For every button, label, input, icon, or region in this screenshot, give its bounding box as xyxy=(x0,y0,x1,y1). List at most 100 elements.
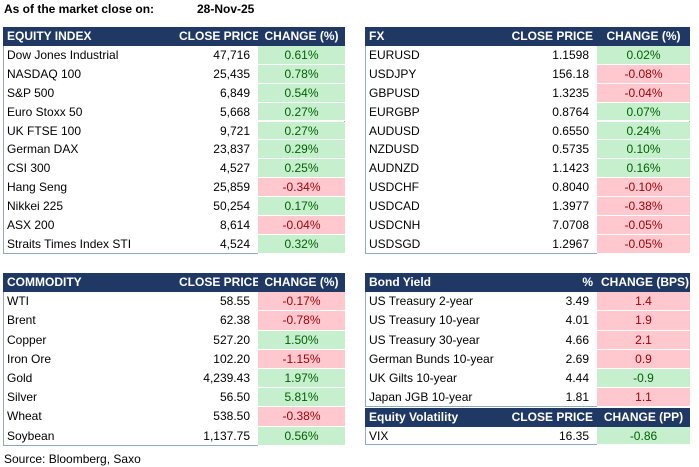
change-cell: -0.38% xyxy=(258,407,345,427)
column-header: CHANGE (PP) xyxy=(597,408,690,427)
change-cell: -0.9 xyxy=(597,369,690,389)
value-cell: 16.35 xyxy=(558,428,589,443)
value-cell: 62.38 xyxy=(219,313,250,328)
change-cell: -0.05% xyxy=(597,234,690,254)
value-cell: 0.8764 xyxy=(552,104,589,119)
row-label: UK FTSE 100 xyxy=(7,123,82,138)
header-label: As of the market close on: xyxy=(4,2,155,16)
column-header: CHANGE (%) xyxy=(597,27,690,46)
row-label: AUDUSD xyxy=(369,123,420,138)
row-label: US Treasury 30-year xyxy=(369,332,480,347)
row-label: Soybean xyxy=(7,428,55,443)
source: Source: Bloomberg, Saxo xyxy=(4,452,141,466)
column-header: Equity Volatility xyxy=(365,408,495,427)
change-cell: 1.97% xyxy=(258,369,345,389)
row-label: EURUSD xyxy=(369,47,420,62)
row-label: Straits Times Index STI xyxy=(7,236,132,251)
value-cell: 25,859 xyxy=(213,180,250,195)
change-cell: -0.86 xyxy=(597,426,690,445)
row-label: USDJPY xyxy=(369,66,417,81)
value-cell: 1,137.75 xyxy=(203,428,250,443)
value-cell: 4.44 xyxy=(565,371,589,385)
row-label: German Bunds 10-year xyxy=(369,351,494,366)
value-cell: 4,527 xyxy=(219,161,250,176)
row-label: USDCNH xyxy=(369,218,421,232)
change-cell: 0.9 xyxy=(597,349,690,369)
change-cell: 1.50% xyxy=(258,330,345,350)
row-label: Japan JGB 10-year xyxy=(369,390,473,405)
value-cell: 102.20 xyxy=(213,351,250,366)
value-cell: 4.66 xyxy=(565,332,589,347)
value-cell: 8,614 xyxy=(219,218,250,232)
value-cell: 1.2967 xyxy=(552,236,589,251)
row-label: US Treasury 10-year xyxy=(369,313,480,328)
value-cell: 3.49 xyxy=(565,294,589,309)
row-label: US Treasury 2-year xyxy=(369,294,474,309)
value-cell: 25,435 xyxy=(213,66,250,81)
change-cell: 0.02% xyxy=(597,45,690,65)
row-label: Wheat xyxy=(7,409,42,424)
column-header: CLOSE PRICE xyxy=(495,27,597,46)
change-cell: 0.27% xyxy=(258,102,345,122)
change-cell: 0.16% xyxy=(597,159,690,179)
row-label: Gold xyxy=(7,371,33,385)
row-label: ASX 200 xyxy=(7,218,55,232)
value-cell: 56.50 xyxy=(219,390,250,405)
row-label: USDCAD xyxy=(369,199,420,214)
column-header: Bond Yield xyxy=(365,273,495,293)
row-label: GBPUSD xyxy=(369,85,420,100)
change-cell: -0.05% xyxy=(597,216,690,235)
column-header: CHANGE (%) xyxy=(258,273,345,293)
value-cell: 4,524 xyxy=(219,236,250,251)
change-cell: -0.04% xyxy=(597,83,690,103)
row-label: AUDNZD xyxy=(369,161,419,176)
change-cell: 2.1 xyxy=(597,330,690,350)
value-cell: 2.69 xyxy=(565,351,589,366)
change-cell: 0.29% xyxy=(258,140,345,160)
row-label: NASDAQ 100 xyxy=(7,66,82,81)
value-cell: 0.8040 xyxy=(552,180,589,195)
change-cell: 1.4 xyxy=(597,292,690,312)
change-cell: 0.56% xyxy=(258,426,345,446)
change-cell: 1.1 xyxy=(597,388,690,408)
change-cell: 0.27% xyxy=(258,121,345,141)
row-label: Euro Stoxx 50 xyxy=(7,104,83,119)
row-label: Dow Jones Industrial xyxy=(7,47,119,62)
change-cell: 0.25% xyxy=(258,159,345,179)
value-cell: 5,668 xyxy=(219,104,250,119)
row-label: Silver xyxy=(7,390,38,405)
value-cell: 23,837 xyxy=(213,142,250,157)
row-label: CSI 300 xyxy=(7,161,51,176)
change-cell: -0.10% xyxy=(597,178,690,198)
value-cell: 47,716 xyxy=(213,47,250,62)
row-label: EURGBP xyxy=(369,104,420,119)
value-cell: 50,254 xyxy=(213,199,250,214)
value-cell: 1.1423 xyxy=(552,161,589,176)
change-cell: 0.78% xyxy=(258,64,345,84)
row-label: WTI xyxy=(7,294,29,309)
row-label: German DAX xyxy=(7,142,79,157)
change-cell: 0.32% xyxy=(258,234,345,254)
column-header: EQUITY INDEX xyxy=(3,27,175,46)
change-cell: 5.81% xyxy=(258,388,345,408)
column-header: FX xyxy=(365,27,495,46)
change-cell: 1.9 xyxy=(597,311,690,331)
column-header: CLOSE PRICE xyxy=(175,273,258,293)
row-label: UK Gilts 10-year xyxy=(369,371,458,385)
row-label: Copper xyxy=(7,332,47,347)
column-header: % xyxy=(495,273,597,293)
row-label: NZDUSD xyxy=(369,142,419,157)
value-cell: 6,849 xyxy=(219,85,250,100)
value-cell: 4,239.43 xyxy=(203,371,250,385)
value-cell: 156.18 xyxy=(552,66,589,81)
column-header: CHANGE (%) xyxy=(258,27,345,46)
header-date: 28-Nov-25 xyxy=(197,2,255,16)
change-cell: 0.24% xyxy=(597,121,690,141)
column-header: CHANGE (BPS) xyxy=(597,273,690,293)
row-label: Brent xyxy=(7,313,36,328)
value-cell: 9,721 xyxy=(219,123,250,138)
value-cell: 0.6550 xyxy=(552,123,589,138)
change-cell: 0.07% xyxy=(597,102,690,122)
row-label: Iron Ore xyxy=(7,351,52,366)
